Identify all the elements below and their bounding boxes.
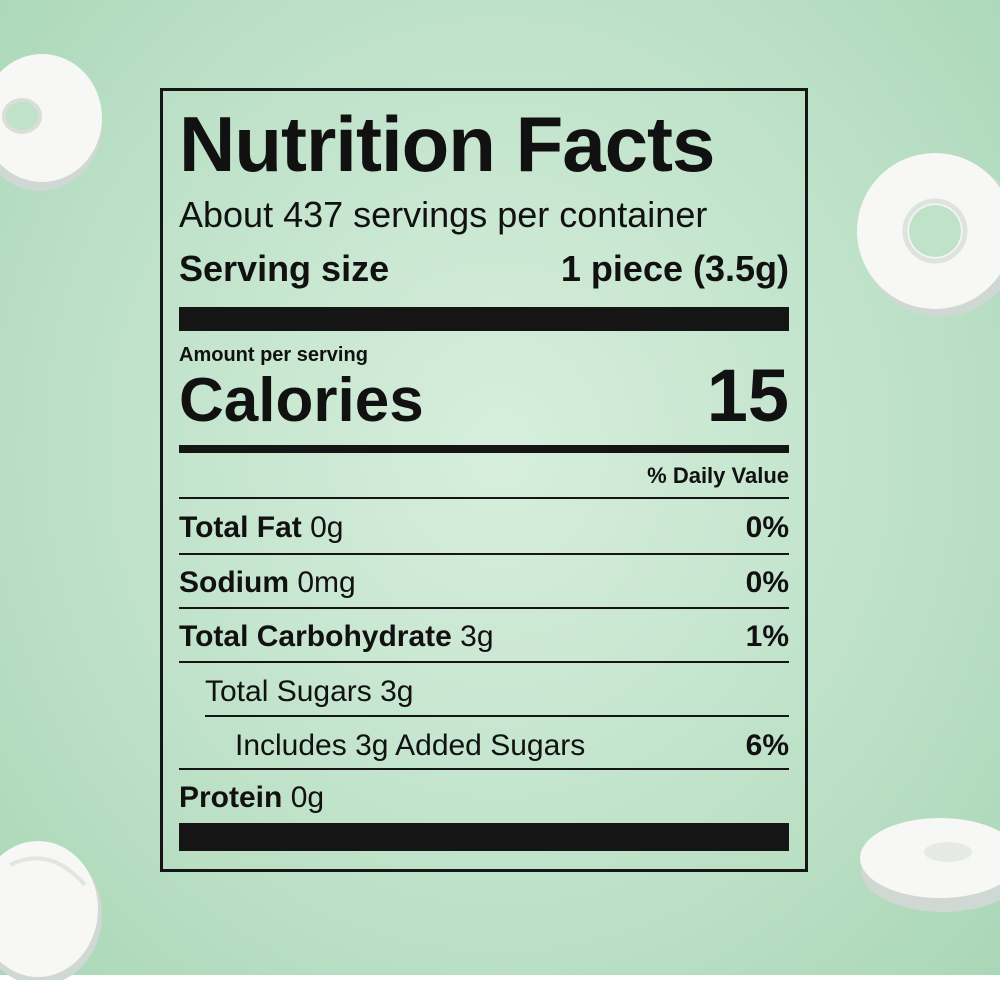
thin-divider xyxy=(179,553,789,555)
label-title: Nutrition Facts xyxy=(179,100,715,188)
thin-divider xyxy=(205,715,789,717)
serving-size-value: 1 piece (3.5g) xyxy=(560,248,789,289)
mint-candy-icon xyxy=(860,818,1000,912)
nutrient-daily-value: 0% xyxy=(745,566,789,599)
nutrition-facts-panel: Nutrition Facts About 437 servings per c… xyxy=(160,88,808,872)
nutrient-name: Sodium xyxy=(179,566,289,599)
calories-label: Calories xyxy=(179,366,424,435)
mint-candy-icon xyxy=(0,841,102,980)
serving-size-label: Serving size xyxy=(179,248,390,289)
thin-divider xyxy=(179,661,789,663)
nutrient-daily-value: 0% xyxy=(745,511,789,544)
bottom-band xyxy=(0,975,1000,1000)
serving-size-row: Serving size 1 piece (3.5g) xyxy=(179,249,789,289)
nutrient-amount: 3g xyxy=(460,620,494,653)
mint-candy-icon xyxy=(857,153,1000,317)
thick-divider xyxy=(179,307,789,331)
calories-value: 15 xyxy=(706,354,789,437)
thin-divider xyxy=(179,768,789,770)
nutrient-row: Total Fat 0g 0% xyxy=(179,511,789,545)
nutrient-name: Includes 3g Added Sugars xyxy=(235,729,586,762)
thin-divider xyxy=(179,607,789,609)
nutrient-name: Total Sugars 3g xyxy=(205,675,414,708)
nutrient-name: Total Fat xyxy=(179,511,302,544)
nutrient-amount: 0g xyxy=(290,781,325,814)
nutrient-row: Includes 3g Added Sugars 6% xyxy=(235,729,789,763)
nutrient-row: Total Sugars 3g xyxy=(205,675,789,709)
medium-divider xyxy=(179,445,789,453)
nutrient-name: Protein xyxy=(179,781,283,814)
nutrient-row: Sodium 0mg 0% xyxy=(179,566,789,600)
thick-divider xyxy=(179,823,789,851)
mint-candy-icon xyxy=(0,54,102,191)
calories-row: Calories 15 xyxy=(179,354,789,437)
daily-value-header: % Daily Value xyxy=(647,463,789,488)
nutrient-row: Total Carbohydrate 3g 1% xyxy=(179,620,789,654)
servings-per-container: About 437 servings per container xyxy=(179,194,708,235)
nutrient-amount: 0mg xyxy=(297,566,356,599)
nutrient-daily-value: 1% xyxy=(745,620,789,653)
nutrient-row: Protein 0g xyxy=(179,781,789,815)
nutrient-daily-value: 6% xyxy=(745,729,789,762)
amount-per-serving: Amount per serving xyxy=(179,344,368,366)
thin-divider xyxy=(179,497,789,499)
nutrient-amount: 0g xyxy=(310,511,344,544)
nutrient-name: Total Carbohydrate xyxy=(179,620,452,653)
